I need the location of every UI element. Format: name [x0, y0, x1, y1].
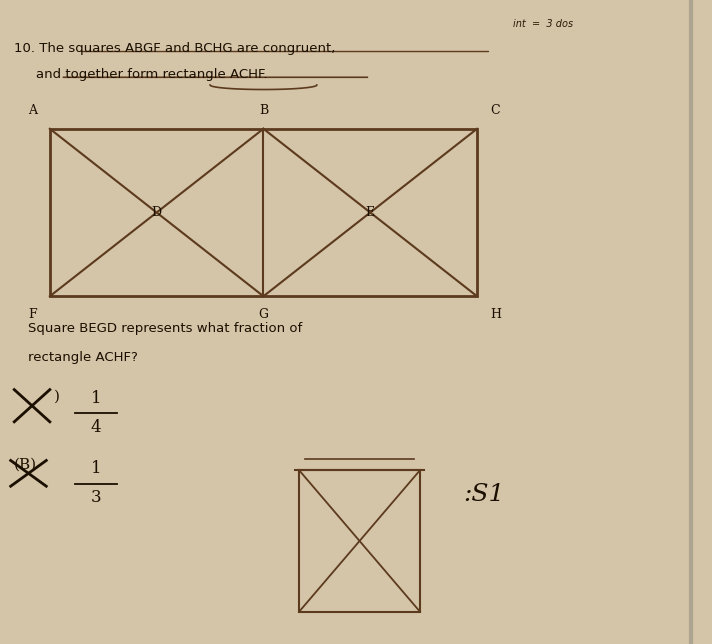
Text: 10. The squares ABGF and BCHG are congruent,: 10. The squares ABGF and BCHG are congru…: [14, 42, 335, 55]
Text: 4: 4: [91, 419, 101, 435]
Text: int  =  3 dos: int = 3 dos: [513, 19, 572, 30]
Text: C: C: [490, 104, 500, 117]
Text: E: E: [366, 206, 375, 219]
Text: H: H: [490, 308, 501, 321]
Text: 3: 3: [91, 489, 101, 506]
Text: A: A: [28, 104, 37, 117]
Text: D: D: [152, 206, 162, 219]
Bar: [299, 470, 420, 612]
Text: (B): (B): [14, 457, 37, 471]
Text: F: F: [28, 308, 37, 321]
Text: :S1: :S1: [463, 483, 504, 506]
Text: 1: 1: [91, 390, 101, 406]
Text: 1: 1: [91, 460, 101, 477]
Text: G: G: [258, 308, 268, 321]
Text: B: B: [259, 104, 268, 117]
Bar: [50, 129, 477, 296]
Text: ): ): [53, 390, 59, 404]
Text: Square BEGD represents what fraction of: Square BEGD represents what fraction of: [28, 322, 303, 335]
Text: and together form rectangle ACHF.: and together form rectangle ACHF.: [36, 68, 267, 80]
Text: rectangle ACHF?: rectangle ACHF?: [28, 351, 138, 364]
